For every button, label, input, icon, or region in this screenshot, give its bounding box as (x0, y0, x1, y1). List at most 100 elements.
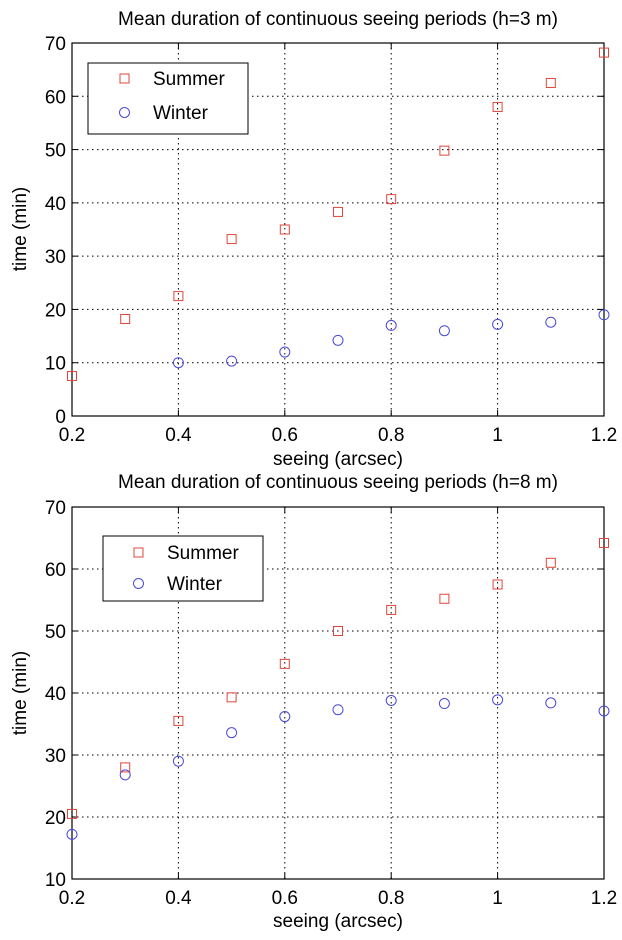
grid-lines (72, 43, 604, 416)
y-tick-label: 60 (45, 560, 66, 581)
summer-point (386, 604, 397, 615)
summer-point (279, 224, 290, 235)
x-tick-label: 0.6 (272, 425, 298, 446)
winter-point (226, 355, 238, 367)
chart-title: Mean duration of continuous seeing perio… (118, 472, 558, 493)
x-tick-label: 0.8 (378, 888, 404, 909)
summer-point (333, 206, 343, 217)
winter-point (385, 319, 397, 331)
x-tick-label: 1.2 (591, 888, 617, 909)
legend-label-summer: Summer (167, 543, 239, 564)
tick-marks (71, 506, 605, 880)
summer-point (599, 47, 609, 58)
summer-point (120, 314, 131, 325)
winter-point (172, 755, 184, 767)
legend: Summer Winter (102, 535, 264, 602)
y-axis-label: time (min) (10, 187, 31, 271)
legend: Summer Winter (87, 62, 249, 135)
winter-point (438, 325, 450, 337)
winter-point (598, 309, 610, 321)
x-tick-label: 1 (492, 425, 503, 446)
y-tick-label: 10 (45, 870, 66, 891)
winter-point (598, 705, 610, 717)
winter-point (492, 318, 504, 330)
summer-point (439, 593, 450, 604)
winter-point (226, 727, 238, 739)
winter-point (545, 697, 557, 709)
chart-h3: Mean duration of continuous seeing perio… (10, 9, 617, 470)
x-axis-label: seeing (arcsec) (273, 449, 403, 470)
x-tick-labels: 0.2 0.4 0.6 0.8 1 1.2 (59, 888, 617, 909)
summer-point (120, 762, 131, 773)
summer-point (226, 234, 237, 245)
summer-point (279, 658, 290, 669)
x-tick-label: 0.2 (59, 425, 85, 446)
summer-point (333, 626, 343, 636)
summer-point (386, 194, 397, 205)
summer-point (599, 537, 609, 548)
x-tick-label: 1 (492, 888, 503, 909)
y-tick-label: 50 (45, 141, 66, 162)
y-tick-label: 30 (45, 746, 66, 767)
winter-point (332, 334, 344, 346)
y-tick-label: 0 (55, 407, 66, 428)
x-tick-label: 0.4 (165, 888, 192, 909)
winter-point (66, 828, 78, 840)
legend-marker-winter (119, 107, 130, 118)
legend-marker-summer (119, 73, 130, 84)
winter-point (545, 316, 557, 328)
legend-box (102, 535, 264, 602)
x-axis-label: seeing (arcsec) (273, 911, 403, 932)
y-tick-labels: 0 10 20 30 40 50 60 70 (45, 34, 66, 428)
y-tick-label: 20 (45, 300, 66, 321)
summer-point (545, 557, 556, 568)
plot-frame (71, 42, 605, 417)
winter-point (119, 769, 131, 781)
tick-marks (71, 42, 605, 417)
legend-label-winter: Winter (167, 574, 223, 595)
winter-point (332, 704, 344, 716)
x-tick-label: 0.4 (165, 425, 192, 446)
summer-point (173, 715, 184, 726)
y-tick-label: 50 (45, 622, 66, 643)
winter-point (172, 357, 184, 369)
legend-box (87, 62, 249, 135)
y-tick-label: 70 (45, 498, 66, 519)
winter-point (438, 698, 450, 710)
y-tick-label: 10 (45, 354, 66, 375)
x-tick-labels: 0.2 0.4 0.6 0.8 1 1.2 (59, 425, 617, 446)
winter-point (492, 694, 504, 706)
y-tick-labels: 10 20 30 40 50 60 70 (45, 498, 66, 891)
y-tick-label: 40 (45, 684, 66, 705)
data-points (67, 47, 610, 382)
legend-marker-summer (133, 547, 144, 558)
summer-point (492, 101, 503, 112)
summer-point (439, 145, 450, 156)
summer-point (226, 692, 237, 703)
y-tick-label: 70 (45, 34, 66, 55)
y-axis-label: time (min) (10, 651, 31, 735)
winter-point (279, 711, 291, 723)
y-tick-label: 60 (45, 87, 66, 108)
legend-label-summer: Summer (153, 69, 225, 90)
summer-point (67, 808, 77, 819)
x-tick-label: 0.6 (272, 888, 298, 909)
legend-marker-winter (133, 578, 144, 589)
summer-point (492, 579, 503, 590)
summer-point (545, 77, 556, 88)
y-tick-label: 20 (45, 808, 66, 829)
data-points (66, 537, 610, 840)
winter-point (279, 346, 291, 358)
chart-h8: Mean duration of continuous seeing perio… (10, 472, 617, 932)
grid-lines (72, 507, 604, 879)
legend-label-winter: Winter (153, 103, 209, 124)
x-tick-label: 0.2 (59, 888, 85, 909)
x-tick-label: 0.8 (378, 425, 404, 446)
y-tick-label: 30 (45, 247, 66, 268)
winter-point (385, 694, 397, 706)
summer-point (173, 291, 184, 302)
chart-title: Mean duration of continuous seeing perio… (118, 9, 558, 30)
summer-point (67, 371, 77, 382)
x-tick-label: 1.2 (591, 425, 617, 446)
